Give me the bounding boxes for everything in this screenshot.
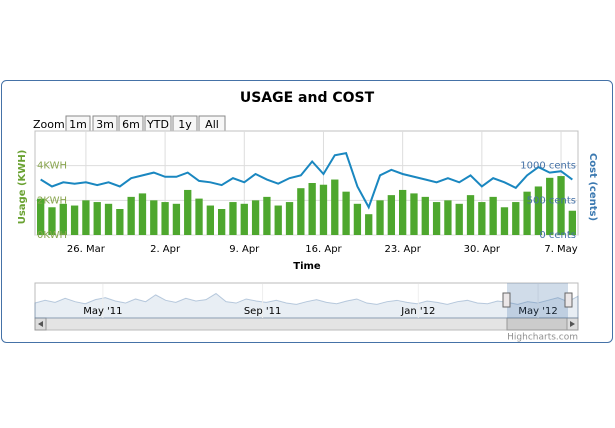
bar [319, 184, 328, 235]
y-axis-title: Usage (KWH) [17, 150, 28, 225]
zoom-button-label[interactable]: 1y [178, 118, 192, 131]
y2-tick-label: 0 cents [539, 230, 576, 241]
navigator-tick-label: May '11 [83, 306, 122, 317]
bar [274, 205, 282, 235]
bar [466, 195, 475, 235]
bar [285, 202, 294, 235]
y-tick-label: 0KWH [37, 230, 67, 241]
bar [387, 195, 395, 235]
navigator-selection[interactable] [507, 283, 568, 318]
bar [365, 214, 373, 235]
navigator-handle[interactable] [502, 292, 511, 308]
zoom-label: Zoom [33, 118, 65, 131]
bar [48, 207, 56, 235]
arrow-icon [570, 321, 575, 327]
zoom-button-label[interactable]: 6m [122, 118, 140, 131]
bar [546, 177, 554, 235]
bar [297, 188, 305, 235]
navigator-tick-label: May '12 [518, 306, 557, 317]
bar [444, 200, 452, 235]
x-tick-label: 23. Apr [384, 244, 421, 255]
bar [500, 207, 509, 235]
bar [161, 202, 169, 235]
bar [455, 203, 463, 235]
zoom-button-label[interactable]: All [205, 118, 219, 131]
bar [376, 200, 384, 235]
arrow-icon [38, 321, 43, 327]
x-tick-label: 9. Apr [229, 244, 260, 255]
navigator: May '11 Sep '11 Jan '12 May '12 [34, 284, 579, 319]
bar [534, 186, 543, 235]
bar [116, 209, 124, 235]
bar [421, 196, 429, 235]
bar [127, 196, 135, 235]
bar [568, 210, 576, 235]
bar [218, 209, 226, 235]
bar [410, 193, 418, 235]
x-tick-label: 7. May [544, 244, 577, 255]
navigator-area [34, 292, 579, 319]
bar [59, 203, 67, 235]
navigator-tick-label: Jan '12 [400, 306, 435, 317]
credit: Highcharts.com [507, 333, 578, 343]
x-tick-label: 2. Apr [150, 244, 181, 255]
navigator-frame [34, 282, 579, 319]
bar [93, 202, 101, 235]
bar [331, 179, 339, 235]
scrollbar[interactable] [34, 317, 579, 331]
navigator-handle[interactable] [564, 292, 573, 308]
bar [70, 205, 79, 235]
bar [150, 200, 158, 235]
bar [353, 203, 362, 235]
y2-axis-title: Cost (cents) [587, 153, 598, 221]
chart-title: USAGE and COST [240, 90, 375, 106]
zoom-button-label[interactable]: YTD [146, 118, 169, 131]
bar [82, 200, 90, 235]
bar [138, 193, 147, 235]
zoom-buttons: 1m 3m 6m YTD 1y All [65, 115, 226, 133]
bar [251, 200, 260, 235]
x-tick-label: 30. Apr [464, 244, 501, 255]
bar [342, 191, 350, 235]
zoom-button-label[interactable]: 1m [69, 118, 87, 131]
bar [172, 203, 181, 235]
bar [195, 198, 203, 235]
bar [240, 203, 248, 235]
y-tick-label: 2KWH [37, 195, 67, 206]
bar [37, 198, 45, 235]
scroll-thumb[interactable] [506, 317, 568, 331]
bar [104, 203, 113, 235]
bar [557, 176, 565, 235]
navigator-tick-label: Sep '11 [244, 306, 282, 317]
bar [263, 196, 271, 235]
cost-line [40, 152, 573, 210]
y2-tick-label: 500 cents [527, 195, 576, 206]
y-tick-label: 4KWH [37, 161, 67, 172]
bar [184, 189, 192, 235]
bar [523, 191, 531, 235]
y2-tick-label: 1000 cents [520, 161, 576, 172]
bar [489, 196, 497, 235]
x-axis-title: Time [293, 261, 321, 272]
bar [512, 202, 520, 235]
bar [478, 202, 486, 235]
bar [399, 189, 407, 235]
bar [206, 205, 214, 235]
zoom-button-label[interactable]: 3m [96, 118, 114, 131]
x-tick-label: 26. Mar [67, 244, 106, 255]
bar [229, 202, 237, 235]
bar [308, 183, 316, 235]
x-tick-label: 16. Apr [305, 244, 342, 255]
bar [432, 202, 441, 235]
